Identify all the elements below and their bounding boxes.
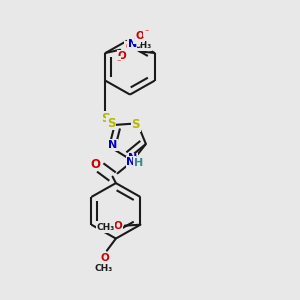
Text: ⁻: ⁻ [116,57,120,66]
Text: S: S [107,117,116,130]
Text: O: O [125,42,134,52]
Text: O: O [101,253,110,263]
Text: O: O [136,31,145,41]
Text: CH₃: CH₃ [96,223,115,232]
Text: S: S [131,118,140,131]
Text: N: N [128,153,137,163]
Text: N: N [126,157,136,167]
Text: CH₃: CH₃ [94,264,113,273]
Text: ⁻: ⁻ [144,28,148,37]
Text: +: + [134,34,140,43]
Text: O: O [90,158,100,171]
Text: S: S [101,112,110,125]
Text: H: H [134,158,143,168]
Text: O: O [118,51,127,61]
Text: N: N [128,39,137,49]
Text: CH₃: CH₃ [133,41,151,50]
Text: N: N [108,140,117,150]
Text: O: O [113,221,122,231]
